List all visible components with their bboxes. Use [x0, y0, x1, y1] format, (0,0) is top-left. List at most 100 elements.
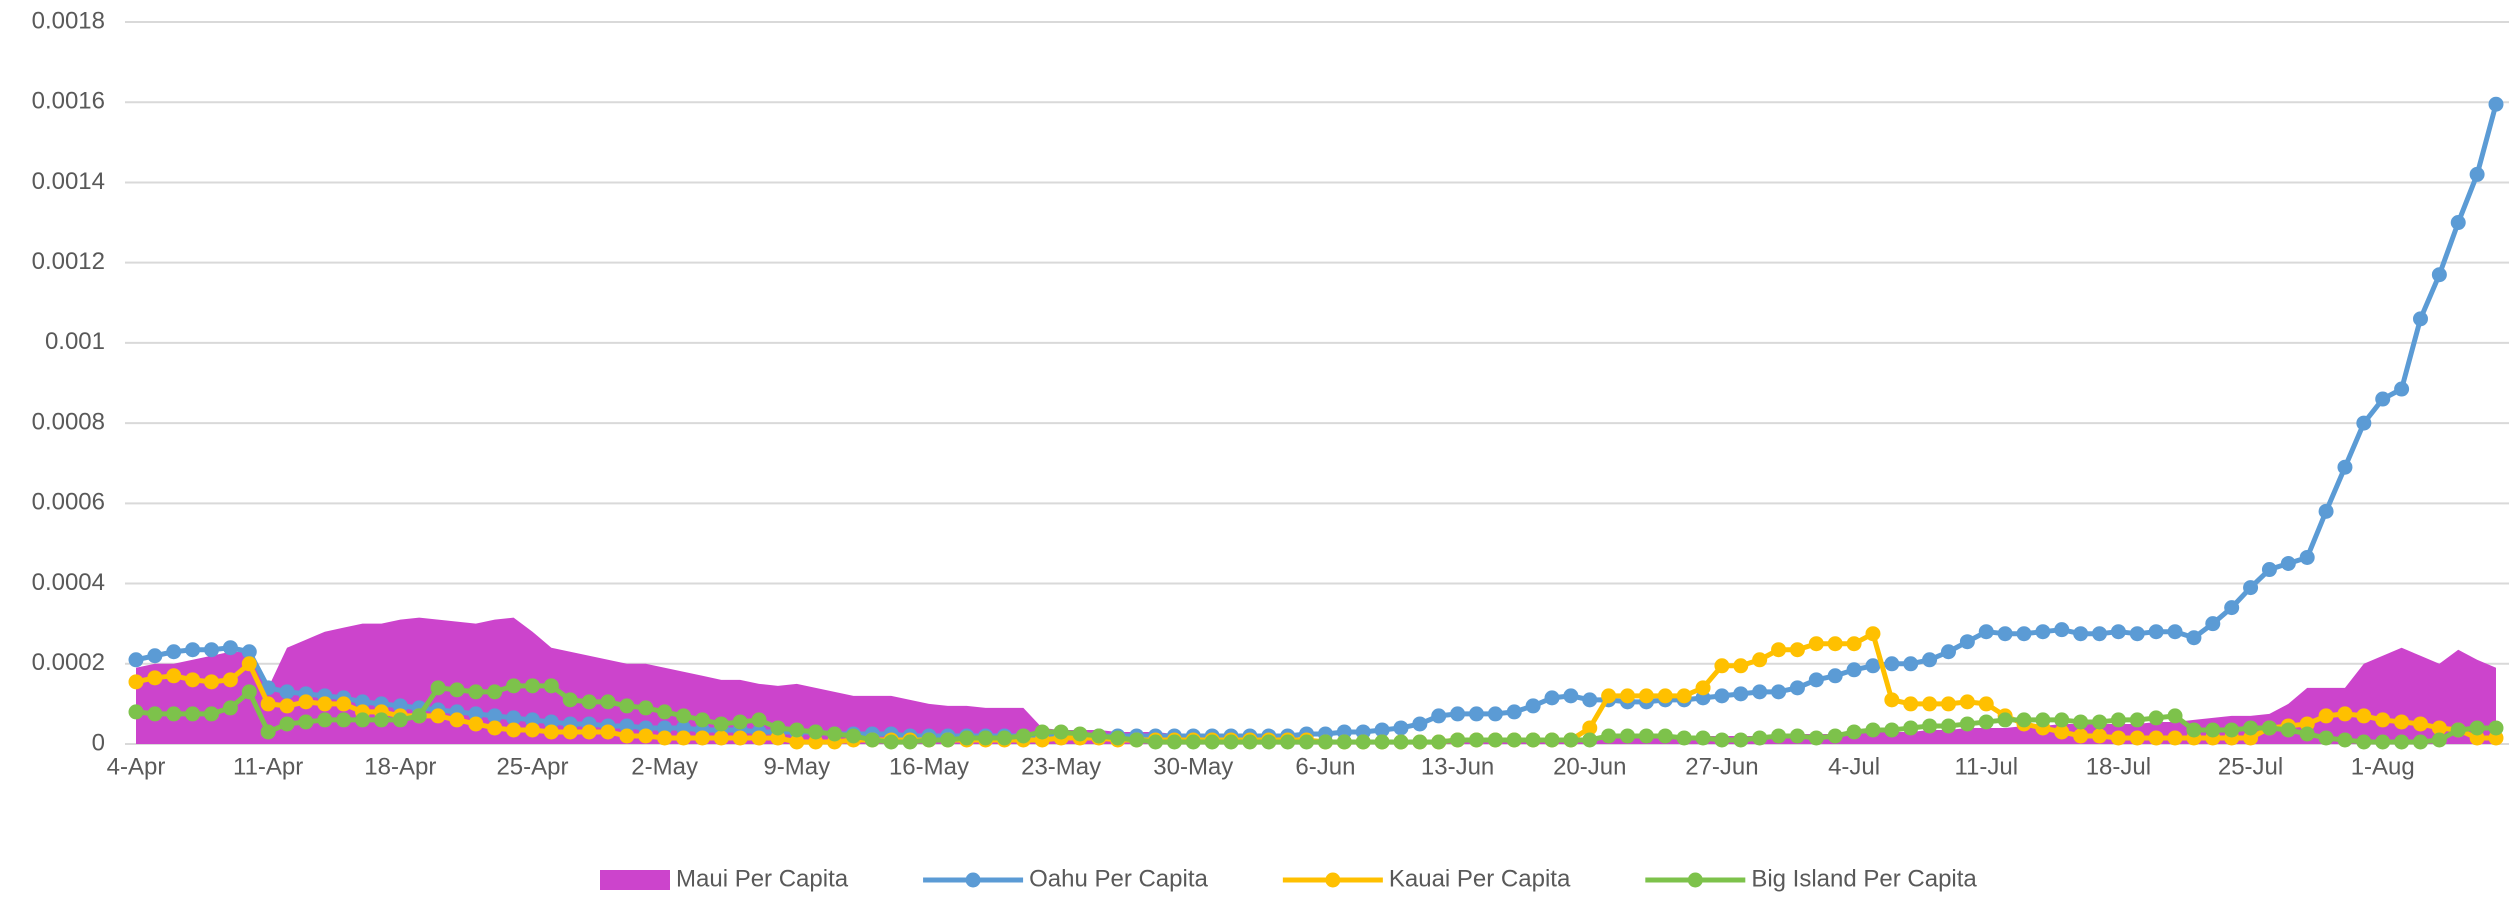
marker	[581, 724, 597, 740]
y-tick-label: 0.0002	[32, 649, 105, 676]
marker	[2110, 730, 2126, 746]
marker	[1789, 642, 1805, 658]
x-tick-label: 11-Jul	[1954, 753, 2018, 780]
marker	[694, 730, 710, 746]
marker	[732, 730, 748, 746]
marker	[2129, 626, 2145, 642]
marker	[260, 724, 276, 740]
y-tick-label: 0.0006	[32, 489, 105, 516]
marker	[1846, 724, 1862, 740]
marker	[1638, 688, 1654, 704]
marker	[2318, 730, 2334, 746]
marker	[1638, 728, 1654, 744]
marker	[808, 724, 824, 740]
marker	[1468, 706, 1484, 722]
marker	[619, 698, 635, 714]
marker	[1431, 734, 1447, 750]
marker	[1827, 668, 1843, 684]
legend-marker	[965, 872, 981, 888]
y-tick-label: 0.0012	[32, 248, 105, 275]
marker	[864, 732, 880, 748]
legend-item: Maui Per Capita	[600, 865, 849, 892]
marker	[2318, 503, 2334, 519]
marker	[1865, 722, 1881, 738]
marker	[1129, 732, 1145, 748]
x-tick-label: 4-Apr	[107, 753, 166, 780]
legend-label: Maui Per Capita	[676, 865, 849, 892]
marker	[222, 700, 238, 716]
marker	[1506, 704, 1522, 720]
marker	[2450, 722, 2466, 738]
marker	[166, 644, 182, 660]
marker	[279, 698, 295, 714]
legend-swatch	[600, 870, 670, 890]
marker	[1393, 720, 1409, 736]
marker	[128, 652, 144, 668]
marker	[1959, 694, 1975, 710]
marker	[317, 696, 333, 712]
marker	[883, 734, 899, 750]
marker	[1884, 722, 1900, 738]
marker	[411, 708, 427, 724]
marker	[449, 682, 465, 698]
marker	[1922, 718, 1938, 734]
marker	[657, 704, 673, 720]
marker	[1601, 688, 1617, 704]
x-tick-label: 4-Jul	[1828, 753, 1880, 780]
marker	[2110, 712, 2126, 728]
marker	[185, 706, 201, 722]
marker	[1280, 734, 1296, 750]
marker	[827, 726, 843, 742]
marker	[1903, 720, 1919, 736]
marker	[298, 714, 314, 730]
marker	[241, 644, 257, 660]
marker	[1091, 728, 1107, 744]
x-tick-label: 6-Jun	[1295, 753, 1355, 780]
marker	[1336, 734, 1352, 750]
marker	[2129, 712, 2145, 728]
marker	[1374, 734, 1390, 750]
marker	[2337, 706, 2353, 722]
marker	[147, 706, 163, 722]
marker	[2243, 580, 2259, 596]
marker	[392, 712, 408, 728]
marker	[2092, 714, 2108, 730]
marker	[1733, 732, 1749, 748]
marker	[1223, 734, 1239, 750]
marker	[2148, 710, 2164, 726]
x-tick-label: 23-May	[1021, 753, 1101, 780]
marker	[487, 720, 503, 736]
marker	[1450, 732, 1466, 748]
x-tick-label: 30-May	[1153, 753, 1233, 780]
x-tick-label: 20-Jun	[1553, 753, 1626, 780]
marker	[1978, 624, 1994, 640]
legend-marker	[1687, 872, 1703, 888]
x-tick-label: 18-Jul	[2086, 753, 2151, 780]
marker	[1563, 732, 1579, 748]
marker	[128, 704, 144, 720]
marker	[2224, 600, 2240, 616]
marker	[1676, 688, 1692, 704]
marker	[1450, 706, 1466, 722]
marker	[1884, 656, 1900, 672]
marker	[789, 734, 805, 750]
y-tick-label: 0.0008	[32, 408, 105, 435]
marker	[147, 648, 163, 664]
marker	[1997, 712, 2013, 728]
marker	[2016, 626, 2032, 642]
marker	[2205, 722, 2221, 738]
legend-marker	[1325, 872, 1341, 888]
marker	[1676, 730, 1692, 746]
marker	[1865, 658, 1881, 674]
marker	[2356, 415, 2372, 431]
marker	[1808, 636, 1824, 652]
marker	[2356, 734, 2372, 750]
marker	[789, 722, 805, 738]
marker	[1148, 734, 1164, 750]
marker	[2375, 391, 2391, 407]
marker	[1601, 728, 1617, 744]
marker	[204, 642, 220, 658]
marker	[1903, 656, 1919, 672]
marker	[430, 708, 446, 724]
